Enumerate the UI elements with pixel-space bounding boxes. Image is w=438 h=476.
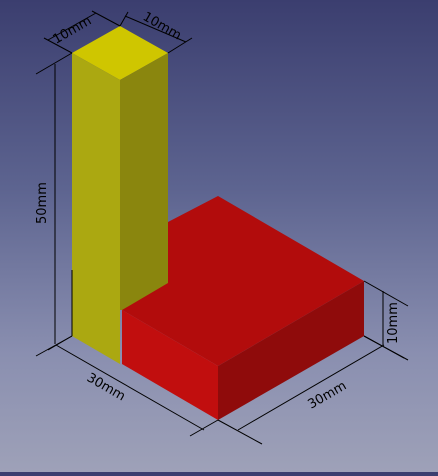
column-right-face [120, 53, 168, 310]
dimension-column-height[interactable]: 50mm [35, 52, 73, 357]
column-block[interactable] [72, 26, 168, 364]
dimension-base-height[interactable]: 10mm [363, 280, 409, 359]
dimension-label: 30mm [306, 379, 350, 413]
dimension-label: 50mm [35, 182, 50, 224]
base-top-face [122, 196, 364, 366]
column-left-face [72, 53, 120, 364]
dimension-label: 10mm [51, 14, 95, 48]
dimension-label: 30mm [84, 370, 128, 404]
base-right-face [218, 281, 364, 420]
dimension-label: 10mm [140, 9, 184, 43]
base-left-face [122, 310, 218, 420]
base-block[interactable] [122, 196, 364, 420]
dimension-label: 10mm [386, 302, 401, 344]
